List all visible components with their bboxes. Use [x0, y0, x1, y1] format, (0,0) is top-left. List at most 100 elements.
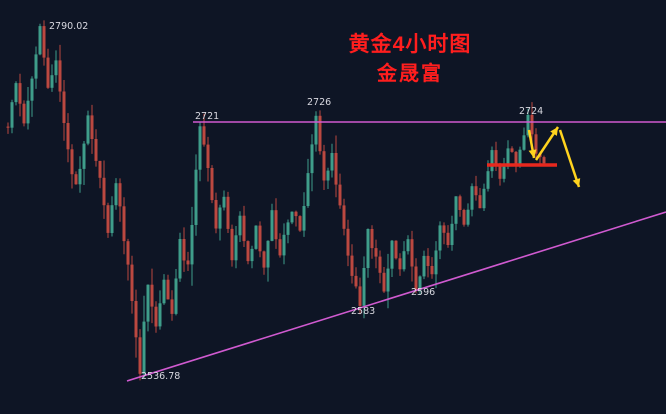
candle-body: [502, 166, 506, 179]
candle-body: [214, 200, 218, 229]
candle-body: [354, 275, 358, 287]
candle-body: [206, 144, 210, 168]
candle-body: [278, 239, 282, 256]
candle-body: [482, 188, 486, 209]
candle-body: [458, 196, 462, 210]
candle-body: [522, 135, 526, 150]
candle-body: [322, 151, 326, 181]
candle-body: [510, 148, 514, 152]
candle-body: [286, 222, 290, 235]
candle-body: [478, 195, 482, 209]
candle-body: [146, 284, 150, 322]
candle-body: [294, 211, 298, 217]
candle-body: [290, 211, 294, 223]
price-label: 2790.02: [49, 21, 88, 32]
candle-body: [58, 60, 62, 92]
candle-body: [222, 196, 226, 208]
candle-body: [326, 170, 330, 181]
candle-body: [122, 206, 126, 242]
candle-body: [210, 168, 214, 201]
candle-body: [382, 272, 386, 292]
candle-body: [430, 266, 434, 275]
candle-body: [254, 225, 258, 249]
candle-body: [114, 183, 118, 206]
candle-body: [386, 268, 390, 292]
candle-body: [462, 210, 466, 225]
candle-body: [102, 177, 106, 206]
candle-body: [126, 241, 130, 265]
candle-body: [498, 165, 502, 179]
candle-body: [534, 134, 538, 154]
candle-body: [10, 102, 14, 128]
forecast-arrow: [558, 129, 581, 188]
candle-body: [62, 91, 66, 123]
candle-body: [318, 115, 322, 152]
candle-body: [66, 123, 70, 150]
candle-body: [134, 301, 138, 338]
candle-body: [218, 207, 222, 229]
candle-body: [22, 103, 26, 124]
candle-body: [402, 251, 406, 270]
candle-body: [338, 184, 342, 206]
price-label: 2721: [195, 111, 219, 122]
candle-body: [310, 144, 314, 174]
candle-body: [374, 248, 378, 257]
candle-body: [442, 225, 446, 233]
candle-body: [362, 268, 366, 306]
candle-body: [490, 150, 494, 172]
candle-body: [466, 209, 470, 225]
price-label: 2536.78: [141, 371, 180, 382]
candle-body: [142, 321, 146, 374]
candle-body: [226, 196, 230, 229]
forecast-arrowhead: [550, 127, 558, 136]
candle-body: [454, 196, 458, 224]
candle-body: [494, 150, 498, 166]
candle-body: [250, 248, 254, 262]
candle-body: [346, 228, 350, 256]
candle-body: [166, 279, 170, 300]
support-trendline: [126, 211, 666, 382]
candle-body: [82, 143, 86, 169]
candle-body: [526, 115, 530, 136]
candle-body: [238, 215, 242, 236]
candle-body: [422, 255, 426, 277]
candle-body: [98, 160, 102, 178]
candle-body: [130, 264, 134, 301]
candle-body: [118, 183, 122, 207]
candle-body: [26, 100, 30, 124]
candle-body: [234, 235, 238, 261]
candle-body: [242, 215, 246, 242]
candle-body: [298, 216, 302, 231]
candle-body: [138, 337, 142, 374]
candle-body: [470, 186, 474, 210]
candle-body: [86, 115, 90, 144]
candle-body: [258, 225, 262, 252]
candle-body: [170, 299, 174, 314]
candle-body: [450, 223, 454, 245]
candle-body: [518, 149, 522, 165]
candle-body: [350, 255, 354, 276]
candle-body: [406, 239, 410, 252]
candle-body: [158, 303, 162, 327]
candle-body: [410, 239, 414, 267]
candle-body: [514, 151, 518, 165]
candle-body: [506, 148, 510, 167]
forecast-arrowhead: [528, 149, 537, 158]
candle-body: [330, 153, 334, 171]
candle-body: [434, 250, 438, 275]
candle-body: [30, 78, 34, 101]
candle-body: [18, 83, 22, 104]
candle-body: [314, 115, 318, 145]
candle-body: [94, 139, 98, 161]
candle-body: [334, 153, 338, 185]
candle-body: [474, 186, 478, 196]
price-label: 2596: [411, 287, 435, 298]
candle-body: [342, 205, 346, 229]
candle-body: [46, 57, 50, 88]
candle-body: [110, 205, 114, 233]
candle-body: [438, 225, 442, 251]
candle-body: [74, 174, 78, 185]
candle-body: [106, 205, 110, 233]
